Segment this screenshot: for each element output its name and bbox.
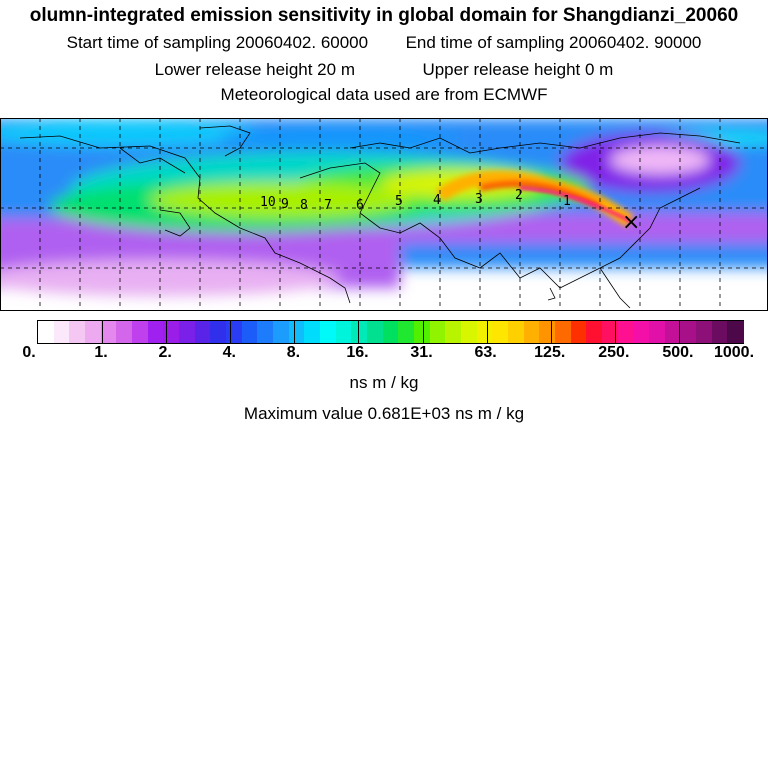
color-scale-cell <box>539 321 556 343</box>
color-scale-cell <box>382 321 399 343</box>
start-sampling-text: Start time of sampling 20060402. 60000 <box>66 33 369 52</box>
color-scale-tick-label: 0. <box>22 344 36 361</box>
release-heights: Lower release height 20 m Upper release … <box>0 60 768 80</box>
color-scale-cell <box>273 321 290 343</box>
emission-sensitivity-map: 1 2 3 4 5 6 7 8 9 10 × <box>0 118 768 311</box>
color-scale-cell <box>492 321 509 343</box>
color-scale-labels: 0. 1. 2. 4. 8. 16. 31. 63. 125. 250. 500. 1000. <box>0 344 768 366</box>
color-scale-cell <box>163 321 180 343</box>
color-scale-cell <box>367 321 384 343</box>
color-scale-cell <box>696 321 713 343</box>
color-scale-tick-label: 1000. <box>713 344 755 361</box>
color-scale-cell <box>680 321 697 343</box>
color-scale-tick-label: 2. <box>158 344 172 361</box>
color-scale-cell <box>116 321 133 343</box>
color-scale-tick <box>102 321 104 343</box>
lat-lon-grid <box>0 118 768 311</box>
color-scale-cell <box>226 321 243 343</box>
color-scale-tick-label: 63. <box>474 344 497 361</box>
color-scale-tick <box>358 321 360 343</box>
color-scale-cell <box>179 321 196 343</box>
color-scale-tick-label: 16. <box>346 344 369 361</box>
color-scale-cell <box>570 321 587 343</box>
color-scale-tick <box>486 321 488 343</box>
color-scale-cell <box>555 321 572 343</box>
color-scale-cell <box>461 321 478 343</box>
upper-release-text: Upper release height 0 m <box>422 60 614 79</box>
color-scale-cell <box>445 321 462 343</box>
color-scale-tick <box>166 321 168 343</box>
color-scale-cell <box>523 321 540 343</box>
color-scale-tick-label: 500. <box>662 344 694 361</box>
color-scale-cell <box>586 321 603 343</box>
color-scale-tick-label: 250. <box>598 344 630 361</box>
day-marker-7: 7 <box>324 198 332 213</box>
day-marker-9: 9 <box>281 197 289 212</box>
day-marker-6: 6 <box>356 198 364 213</box>
end-sampling-text: End time of sampling 20060402. 90000 <box>405 33 702 52</box>
color-scale-cell <box>398 321 415 343</box>
color-scale-cell <box>649 321 666 343</box>
color-scale-cell <box>508 321 525 343</box>
day-marker-1: 1 <box>563 194 571 209</box>
day-marker-3: 3 <box>475 192 483 207</box>
color-scale-tick-label: 8. <box>286 344 301 361</box>
sampling-times: Start time of sampling 20060402. 60000 E… <box>0 33 768 53</box>
color-scale-tick <box>422 321 424 343</box>
color-scale-tick-label: 1. <box>94 344 108 361</box>
day-markers: 1 2 3 4 5 6 7 8 9 10 <box>260 188 571 213</box>
color-scale-cell <box>351 321 368 343</box>
color-scale-cell <box>664 321 681 343</box>
color-scale-units: ns m / kg <box>349 373 419 392</box>
color-scale-cell <box>602 321 619 343</box>
color-scale-cell <box>727 321 744 343</box>
color-scale-tick <box>230 321 232 343</box>
day-marker-10: 10 <box>260 195 276 210</box>
color-scale-cell <box>53 321 70 343</box>
color-scale-tick-label: 4. <box>222 344 236 361</box>
color-scale-cell <box>147 321 164 343</box>
maximum-value-text: Maximum value 0.681E+03 ns m / kg <box>243 404 525 423</box>
color-scale-tick <box>678 321 680 343</box>
color-scale-cell <box>100 321 117 343</box>
met-data-text: Meteorological data used are from ECMWF <box>220 85 548 104</box>
color-scale-cell <box>241 321 258 343</box>
day-marker-8: 8 <box>300 198 308 213</box>
color-scale-cell <box>210 321 227 343</box>
color-scale-cell <box>304 321 321 343</box>
color-scale-cell <box>320 321 337 343</box>
day-marker-4: 4 <box>433 193 441 208</box>
color-scale-cell <box>69 321 86 343</box>
color-scale-tick <box>550 321 552 343</box>
color-scale-cell <box>429 321 446 343</box>
color-scale-cell <box>132 321 149 343</box>
receptor-marker: × <box>622 210 640 235</box>
color-scale-cell <box>476 321 493 343</box>
color-scale-cell <box>38 321 55 343</box>
color-scale-cell <box>288 321 305 343</box>
color-scale-tick <box>614 321 616 343</box>
color-scale-tick-label: 31. <box>410 344 433 361</box>
color-scale-cell <box>194 321 211 343</box>
day-marker-5: 5 <box>395 194 403 209</box>
color-scale-cell <box>257 321 274 343</box>
color-scale-cell <box>633 321 650 343</box>
color-scale-cell <box>414 321 431 343</box>
color-scale-tick <box>294 321 296 343</box>
color-scale-cell <box>711 321 728 343</box>
color-scale-tick-label: 125. <box>534 344 566 361</box>
color-scale-bar <box>37 320 744 344</box>
color-scale-cell <box>617 321 634 343</box>
day-marker-2: 2 <box>515 188 523 203</box>
color-scale-cell <box>85 321 102 343</box>
map-title: olumn-integrated emission sensitivity in… <box>29 5 739 26</box>
lower-release-text: Lower release height 20 m <box>154 60 355 79</box>
color-scale-cell <box>335 321 352 343</box>
